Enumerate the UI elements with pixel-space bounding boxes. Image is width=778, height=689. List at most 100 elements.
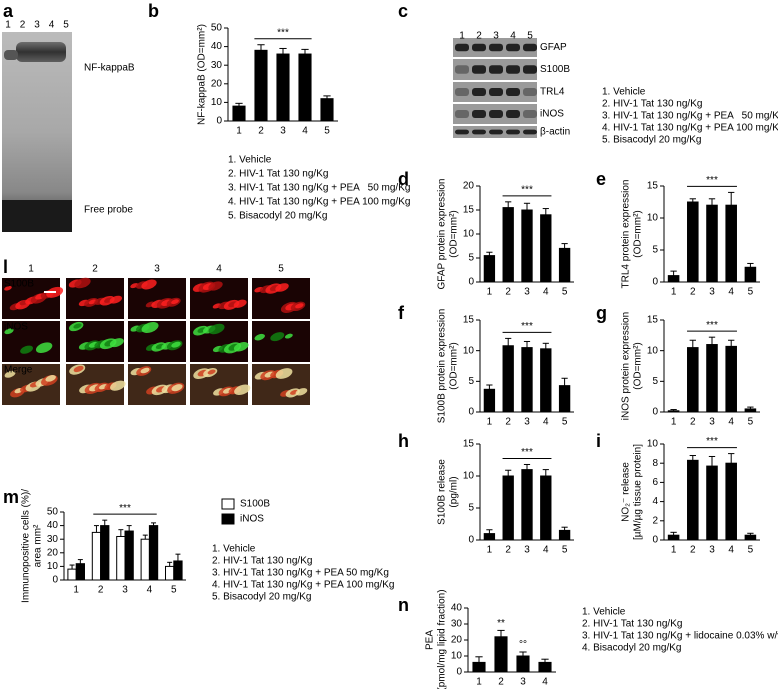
- y-tick-label: 0: [52, 575, 58, 586]
- panel-letter: e: [596, 169, 606, 189]
- y-axis-label: Immunopositive cells (%)/: [21, 489, 32, 603]
- y-axis-label: (OD=mm²): [449, 210, 460, 258]
- legend-text: 2. HIV-1 Tat 130 ng/Kg: [212, 556, 312, 567]
- bar: [558, 385, 571, 413]
- y-axis-label: (OD=mm²): [449, 342, 460, 390]
- x-tick-label: 4: [542, 677, 548, 688]
- row-label: Merge: [4, 365, 33, 376]
- lane-number: 5: [527, 31, 533, 42]
- x-tick-label: 1: [487, 545, 493, 556]
- panel-letter: i: [596, 431, 601, 451]
- y-tick-label: 30: [211, 60, 223, 71]
- bar: [483, 533, 496, 541]
- x-tick-label: 5: [171, 585, 177, 596]
- bar: [100, 525, 110, 581]
- x-tick-label: 3: [524, 545, 530, 556]
- lane-number: 4: [49, 20, 55, 31]
- bar: [483, 255, 496, 283]
- y-axis-label: (OD=mm²): [633, 210, 644, 258]
- y-axis-label: (pmol/mg lipid fraction): [437, 589, 448, 689]
- cell-stain: [4, 285, 12, 291]
- x-tick-label: 1: [671, 287, 677, 298]
- blot-band: [523, 110, 537, 118]
- blot-band: [523, 65, 537, 74]
- x-tick-label: 5: [562, 417, 568, 428]
- significance-label: ***: [706, 436, 718, 447]
- micrograph: [252, 321, 310, 362]
- y-tick-label: 15: [463, 439, 475, 450]
- cell-stain: [74, 277, 91, 289]
- bar: [320, 98, 334, 122]
- y-axis-label: S100B protein expression: [437, 309, 448, 424]
- x-tick-label: 1: [671, 545, 677, 556]
- significance-label: ***: [521, 447, 533, 458]
- blot-band: [472, 110, 486, 118]
- x-tick-label: 3: [524, 417, 530, 428]
- blot-band: [455, 88, 469, 96]
- bar: [116, 535, 126, 581]
- cell-stain: [254, 333, 265, 341]
- bar: [725, 462, 737, 541]
- legend-text: 1. Vehicle: [212, 544, 256, 555]
- bar: [558, 529, 571, 541]
- bar: [516, 655, 530, 673]
- bar: [91, 531, 102, 581]
- y-tick-label: 5: [652, 376, 658, 387]
- significance-label: ***: [521, 321, 533, 332]
- y-tick-label: 10: [647, 345, 659, 356]
- blot-band: [472, 129, 486, 135]
- y-tick-label: 15: [647, 181, 659, 192]
- bar: [483, 388, 496, 413]
- blot-band: [489, 65, 503, 74]
- legend-text: 1. Vehicle: [602, 87, 646, 98]
- blot-label: NF-kappaB: [84, 63, 135, 74]
- y-axis-label: area mm²: [33, 524, 44, 567]
- y-tick-label: 5: [468, 376, 474, 387]
- y-tick-label: 10: [451, 651, 463, 662]
- panel-letter: g: [596, 303, 607, 323]
- blot-band: [472, 65, 486, 74]
- bar: [494, 636, 508, 673]
- y-tick-label: 20: [47, 547, 59, 558]
- y-tick-label: 0: [456, 667, 462, 678]
- cell-stain: [171, 341, 181, 348]
- x-tick-label: 4: [728, 417, 734, 428]
- column-number: 2: [92, 264, 98, 275]
- y-tick-label: 5: [468, 503, 474, 514]
- column-number: 3: [154, 264, 160, 275]
- bar: [706, 465, 718, 541]
- y-tick-label: 0: [468, 277, 474, 288]
- bar: [298, 53, 312, 122]
- panel-letter: h: [398, 431, 409, 451]
- y-tick-label: 6: [652, 477, 658, 488]
- blot-band: [489, 129, 503, 135]
- bar: [706, 204, 718, 283]
- bar: [687, 201, 699, 283]
- x-tick-label: 4: [728, 545, 734, 556]
- y-axis-label: GFAP protein expression: [437, 179, 448, 290]
- x-tick-label: 1: [73, 585, 79, 596]
- x-tick-label: 5: [748, 417, 754, 428]
- blot-band: [455, 43, 469, 52]
- blot-label: TRL4: [540, 87, 565, 98]
- x-tick-label: 2: [505, 417, 511, 428]
- y-axis-label: (pg/ml): [449, 476, 460, 507]
- bar: [472, 661, 486, 673]
- lane-number: 1: [5, 20, 11, 31]
- blot-band: [2, 200, 72, 232]
- legend-label: iNOS: [240, 514, 264, 525]
- blot-band: [523, 88, 537, 96]
- y-tick-label: 0: [468, 535, 474, 546]
- bar: [540, 475, 552, 541]
- legend-text: 3. HIV-1 Tat 130 ng/Kg + PEA 50 mg/Kg: [602, 111, 778, 122]
- x-tick-label: 3: [524, 287, 530, 298]
- x-tick-label: 4: [543, 545, 549, 556]
- x-tick-label: 4: [302, 126, 308, 137]
- lane-number: 3: [493, 31, 499, 42]
- x-tick-label: 1: [487, 287, 493, 298]
- significance-label: ***: [521, 184, 533, 195]
- cell-stain: [284, 333, 293, 339]
- blot-label: iNOS: [540, 109, 564, 120]
- cell-stain: [208, 323, 225, 335]
